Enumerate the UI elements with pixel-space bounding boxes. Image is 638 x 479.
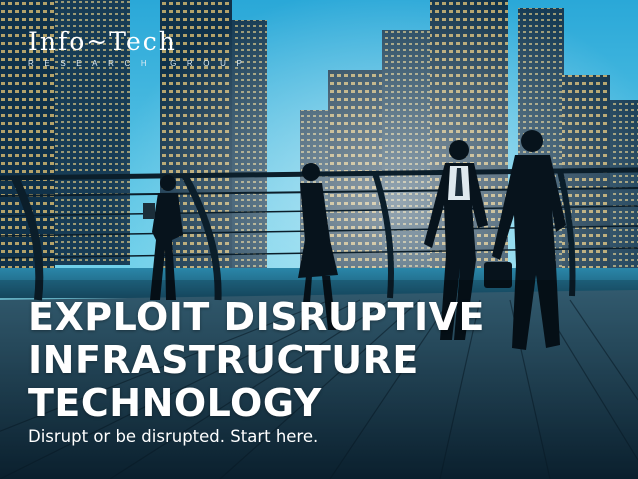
headline-line-1: EXPLOIT DISRUPTIVE (28, 295, 486, 339)
headline-line-2: INFRASTRUCTURE (28, 338, 419, 382)
tagline: Disrupt or be disrupted. Start here. (28, 427, 319, 446)
headline: EXPLOIT DISRUPTIVE INFRASTRUCTURE TECHNO… (28, 296, 485, 425)
headline-line-3: TECHNOLOGY (28, 381, 322, 425)
logo-subtitle: RESEARCH GROUP (28, 59, 253, 68)
info-tech-logo: Info~Tech RESEARCH GROUP (28, 27, 253, 69)
logo-wordmark: Info~Tech (28, 27, 177, 56)
business-people-silhouettes (143, 130, 566, 350)
